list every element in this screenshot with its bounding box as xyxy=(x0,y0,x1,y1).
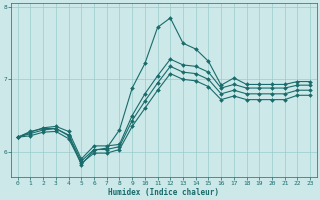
X-axis label: Humidex (Indice chaleur): Humidex (Indice chaleur) xyxy=(108,188,220,197)
